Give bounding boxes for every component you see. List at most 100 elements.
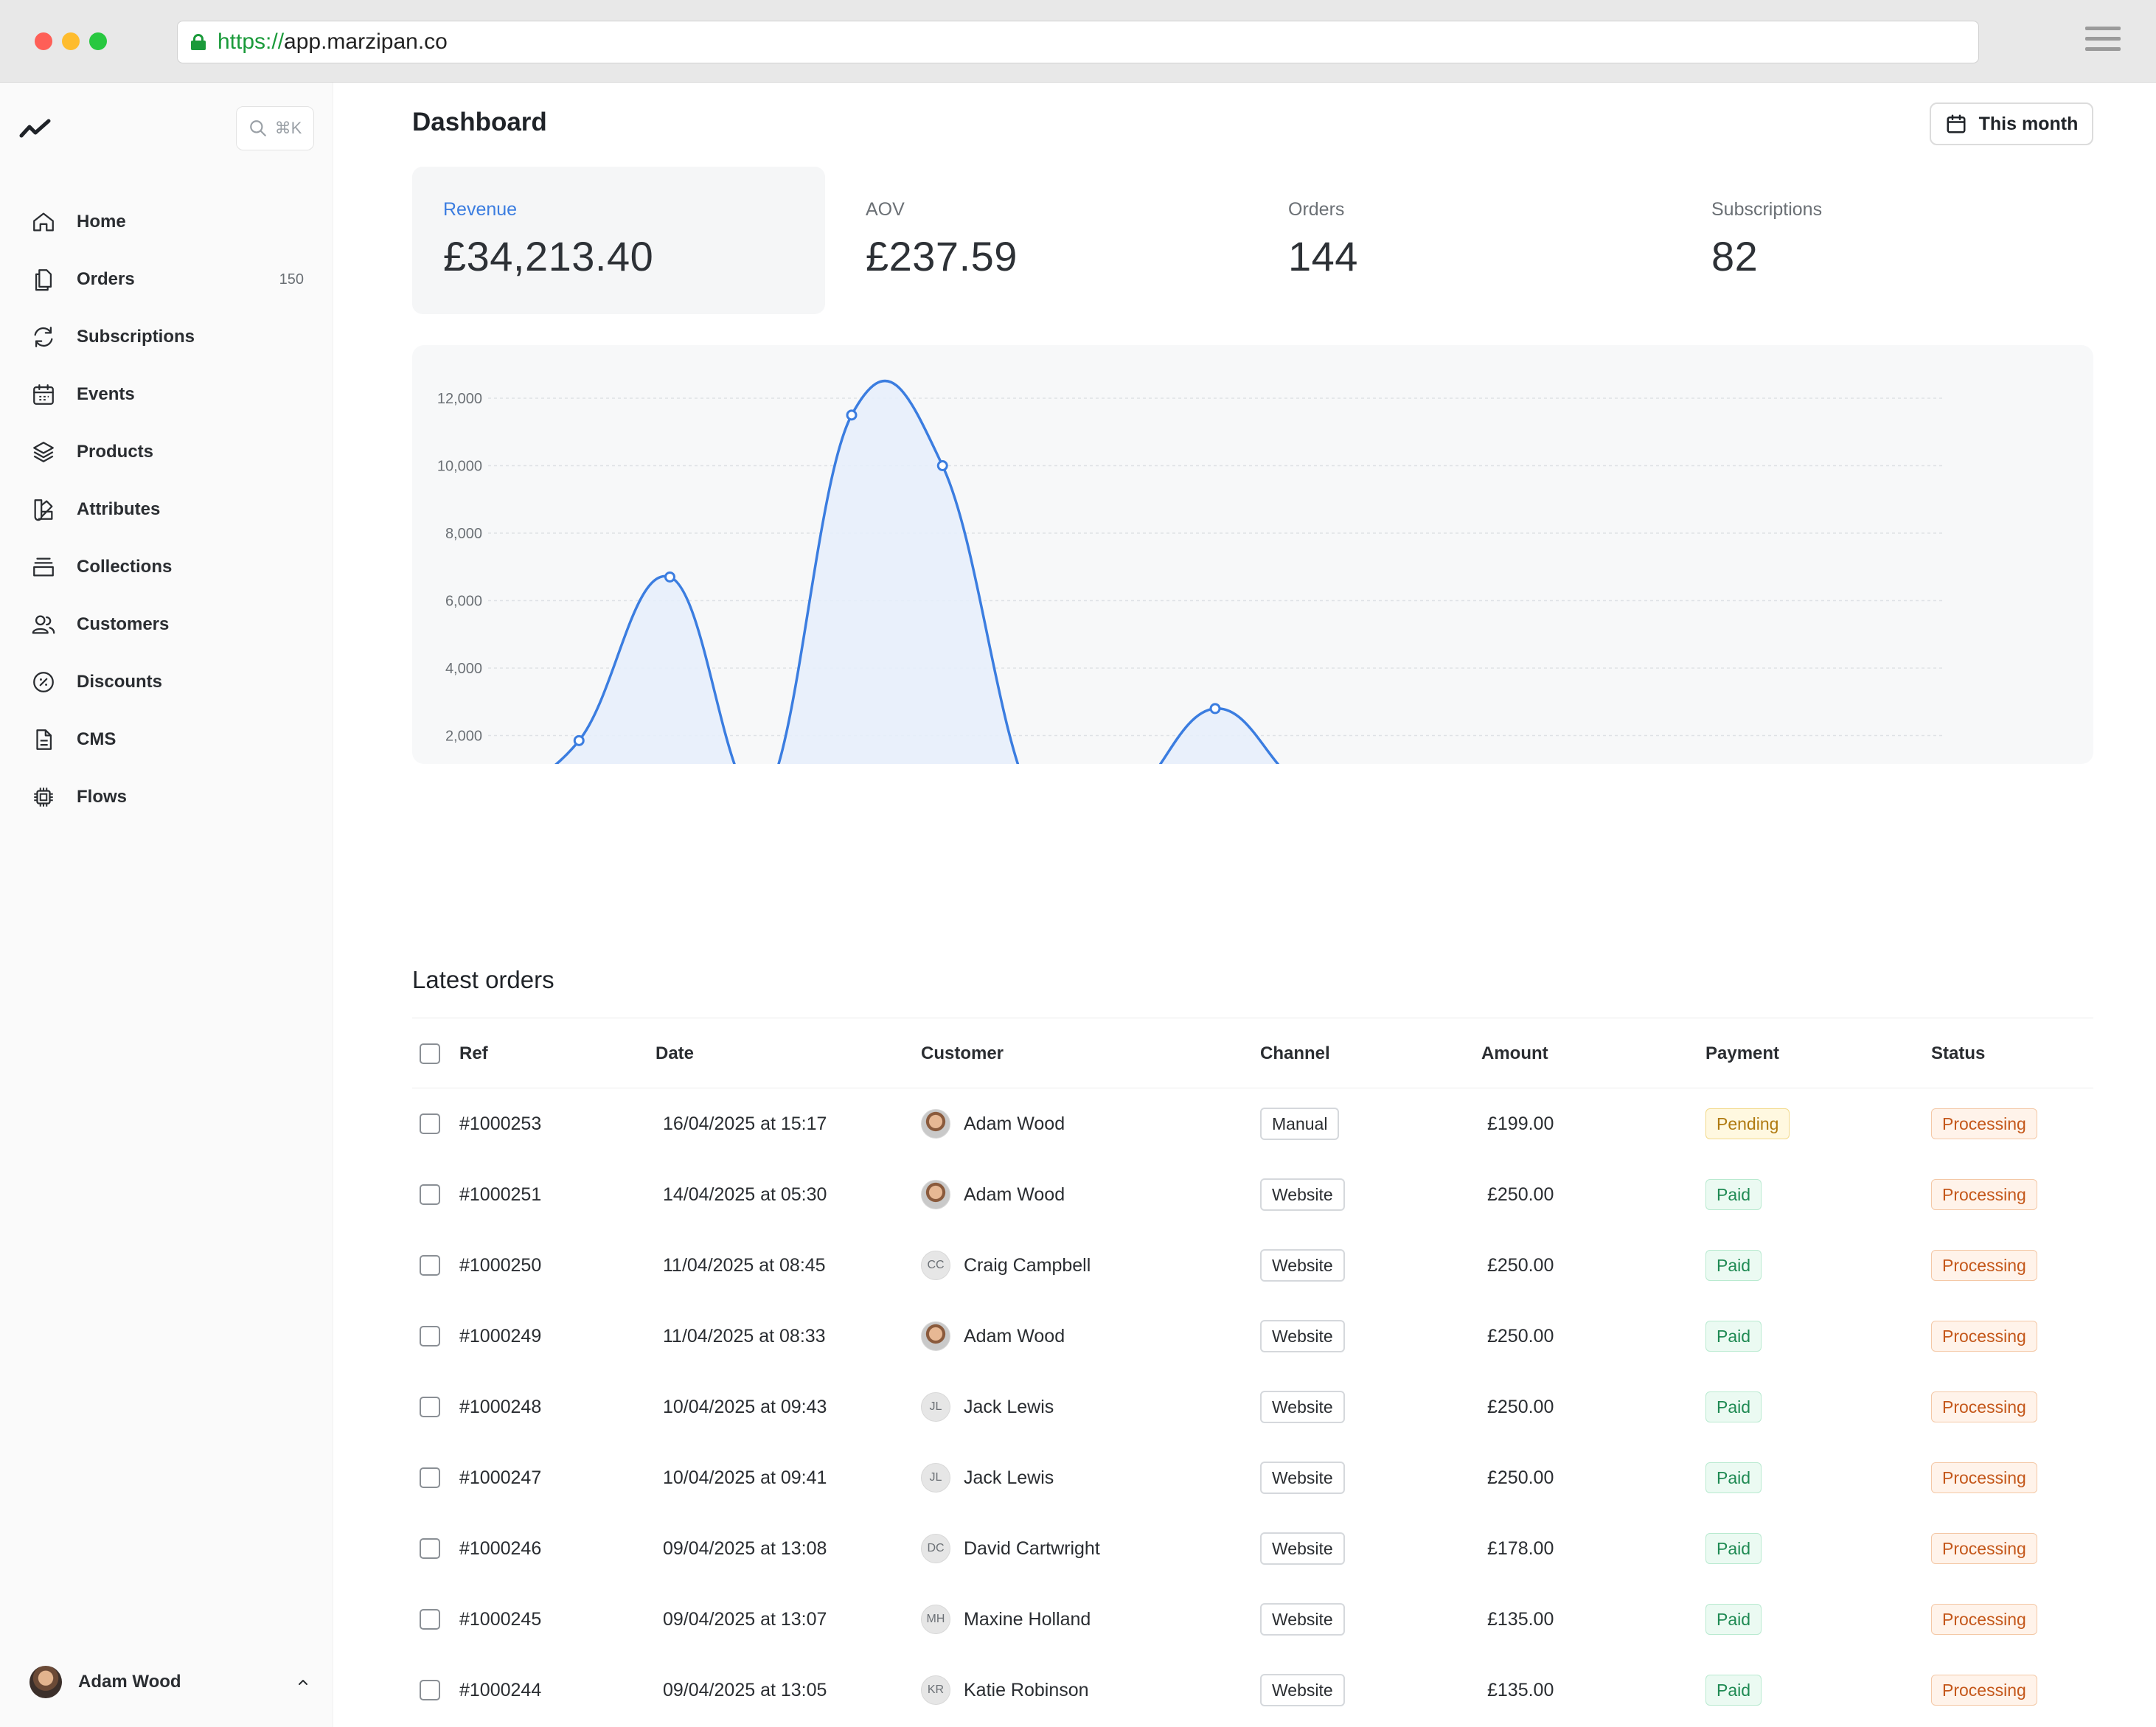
user-menu[interactable]: Adam Wood (29, 1664, 310, 1700)
table-row[interactable]: #1000251 14/04/2025 at 05:30 Adam Wood Webs… (412, 1159, 2093, 1230)
row-checkbox[interactable] (420, 1397, 440, 1417)
channel-badge: Website (1260, 1391, 1345, 1423)
table-row[interactable]: #1000247 10/04/2025 at 09:41 JL Jack Lewis W… (412, 1442, 2093, 1513)
order-customer: Adam Wood (921, 1159, 1065, 1230)
row-select-cell (420, 1655, 440, 1726)
sidebar-item-label: Attributes (77, 499, 161, 519)
order-payment: Paid (1705, 1442, 1762, 1513)
sidebar-item-home[interactable]: Home (0, 193, 333, 251)
avatar: DC (921, 1534, 950, 1563)
sidebar-item-cms[interactable]: CMS (0, 711, 333, 768)
sidebar-item-products[interactable]: Products (0, 423, 333, 481)
sidebar-item-discounts[interactable]: Discounts (0, 653, 333, 711)
table-row[interactable]: #1000245 09/04/2025 at 13:07 MH Maxine Holl… (412, 1584, 2093, 1655)
layers-icon (33, 442, 54, 462)
table-row[interactable]: #1000253 16/04/2025 at 15:17 Adam Wood Manu… (412, 1088, 2093, 1159)
column-header-date[interactable]: Date (656, 1043, 695, 1063)
sidebar-item-subscriptions[interactable]: Subscriptions (0, 308, 333, 366)
sidebar-item-flows[interactable]: Flows (0, 768, 333, 826)
sidebar-item-label: Customers (77, 614, 170, 634)
sidebar-item-label: Discounts (77, 672, 163, 692)
sidebar-item-customers[interactable]: Customers (0, 596, 333, 653)
sidebar-item-orders[interactable]: Orders 150 (0, 251, 333, 308)
row-checkbox[interactable] (420, 1113, 440, 1134)
order-customer: JL Jack Lewis (921, 1372, 1054, 1442)
table-row[interactable]: #1000249 11/04/2025 at 08:33 Adam Wood Webs… (412, 1301, 2093, 1372)
sidebar-item-events[interactable]: Events (0, 366, 333, 423)
row-checkbox[interactable] (420, 1609, 440, 1630)
order-ref[interactable]: #1000247 (459, 1467, 542, 1488)
column-header-status[interactable]: Status (1931, 1043, 1986, 1063)
stat-value: 144 (1288, 233, 1358, 279)
column-header-ref[interactable]: Ref (459, 1043, 488, 1063)
table-row[interactable]: #1000250 11/04/2025 at 08:45 CC Craig Campb… (412, 1230, 2093, 1301)
data-point (846, 409, 858, 421)
search-icon (249, 120, 266, 136)
orders-table: Ref Date Customer Channel Amount Payment… (412, 1018, 2093, 1726)
order-payment: Paid (1705, 1159, 1762, 1230)
chip-icon (34, 788, 53, 807)
row-checkbox[interactable] (420, 1680, 440, 1700)
customer-name: Katie Robinson (964, 1679, 1089, 1700)
minimize-window-button[interactable] (62, 32, 80, 50)
y-tick-label: 10,000 (437, 459, 482, 475)
y-tick-label: 4,000 (445, 661, 482, 677)
table-row[interactable]: #1000248 10/04/2025 at 09:43 JL Jack Lewis W… (412, 1372, 2093, 1442)
hamburger-menu-icon[interactable] (2085, 27, 2121, 56)
logo-icon[interactable] (19, 114, 53, 143)
channel-badge: Website (1260, 1674, 1345, 1706)
order-customer: Adam Wood (921, 1088, 1065, 1159)
date-range-button[interactable]: This month (1930, 102, 2093, 145)
order-ref[interactable]: #1000248 (459, 1396, 542, 1417)
sidebar-item-label: Flows (77, 787, 128, 807)
avatar: JL (921, 1392, 950, 1422)
order-ref[interactable]: #1000251 (459, 1184, 542, 1205)
sidebar-nav: Home Orders 150 Subscriptions Events Pro… (0, 193, 333, 826)
close-window-button[interactable] (35, 32, 52, 50)
select-all-checkbox[interactable] (420, 1043, 440, 1064)
row-checkbox[interactable] (420, 1326, 440, 1346)
stat-card-subscriptions[interactable]: Subscriptions 82 (1680, 167, 2093, 314)
order-status-badge: Processing (1931, 1321, 2037, 1352)
stat-card-aov[interactable]: AOV £237.59 (835, 167, 1248, 314)
table-row[interactable]: #1000244 09/04/2025 at 13:05 KR Katie Robin… (412, 1655, 2093, 1726)
column-header-amount[interactable]: Amount (1481, 1043, 1548, 1063)
y-tick-label: 2,000 (445, 729, 482, 745)
row-checkbox[interactable] (420, 1255, 440, 1276)
maximize-window-button[interactable] (89, 32, 107, 50)
sidebar-item-collections[interactable]: Collections (0, 538, 333, 596)
customer-name: Craig Campbell (964, 1254, 1091, 1276)
stat-card-orders[interactable]: Orders 144 (1257, 167, 1670, 314)
order-ref[interactable]: #1000250 (459, 1254, 542, 1276)
column-header-payment[interactable]: Payment (1705, 1043, 1780, 1063)
column-header-channel[interactable]: Channel (1260, 1043, 1330, 1063)
payment-status-badge: Paid (1705, 1179, 1762, 1210)
column-header-customer[interactable]: Customer (921, 1043, 1004, 1063)
order-ref[interactable]: #1000245 (459, 1608, 542, 1630)
document-icon (36, 729, 52, 750)
order-ref[interactable]: #1000249 (459, 1325, 542, 1346)
avatar: CC (921, 1251, 950, 1280)
channel-badge: Manual (1260, 1108, 1340, 1140)
order-date: 16/04/2025 at 15:17 (663, 1113, 827, 1134)
row-checkbox[interactable] (420, 1467, 440, 1488)
order-date: 09/04/2025 at 13:07 (663, 1608, 827, 1630)
y-tick-label: 12,000 (437, 391, 482, 407)
sidebar-item-attributes[interactable]: Attributes (0, 481, 333, 538)
y-tick-label: 8,000 (445, 526, 482, 542)
customer-name: Maxine Holland (964, 1608, 1091, 1630)
avatar (921, 1180, 950, 1209)
row-checkbox[interactable] (420, 1184, 440, 1205)
order-ref[interactable]: #1000246 (459, 1537, 542, 1559)
stat-card-revenue[interactable]: Revenue £34,213.40 (412, 167, 825, 314)
customer-name: Jack Lewis (964, 1467, 1054, 1488)
order-ref[interactable]: #1000244 (459, 1679, 542, 1700)
refresh-icon (34, 327, 53, 347)
table-row[interactable]: #1000246 09/04/2025 at 13:08 DC David Cartw… (412, 1513, 2093, 1584)
address-bar[interactable]: https:// app.marzipan.co (177, 21, 1979, 63)
avatar (921, 1109, 950, 1139)
row-checkbox[interactable] (420, 1538, 440, 1559)
search-button[interactable]: ⌘K (236, 106, 314, 150)
order-ref[interactable]: #1000253 (459, 1113, 542, 1134)
